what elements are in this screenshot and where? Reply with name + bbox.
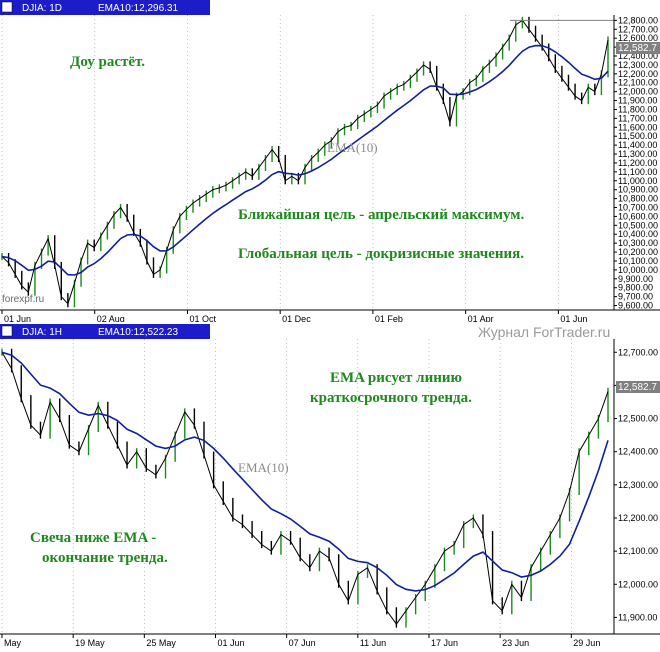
top-y-axis-ticks: 12,800.0012,700.0012,600.0012,500.0012,4… (614, 15, 658, 311)
annotation-near-target: Ближайшая цель - апрельский максимум. (238, 207, 525, 223)
bottom-plot-area (1, 348, 609, 628)
bottom-header-symbol: DJIA: 1H (22, 327, 62, 338)
top-y-tick-label: 10,800.00 (618, 194, 658, 204)
annotation-ema-draws-2: краткосрочного тренда. (310, 390, 472, 406)
top-x-tick-label: 01 Jun (560, 314, 587, 324)
bottom-last-price-label: 12,582.7 (618, 382, 657, 393)
top-y-tick-label: 12,300.00 (618, 60, 658, 70)
bottom-header-indicator: EMA10:12,522.23 (98, 327, 178, 338)
top-y-tick-label: 12,000.00 (618, 87, 658, 97)
bottom-y-tick-label: 12,100.00 (618, 546, 658, 556)
bottom-x-tick-label: 23 Jun (502, 638, 529, 648)
bottom-x-tick-label: 29 Jun (573, 638, 600, 648)
top-x-tick-label: 01 Oct (189, 314, 216, 324)
annotation-dow-rising: Доу растёт. (70, 54, 145, 70)
top-y-tick-label: 12,800.00 (618, 15, 658, 25)
top-y-tick-label: 11,800.00 (618, 104, 657, 114)
top-y-tick-label: 12,200.00 (618, 69, 658, 79)
top-y-tick-label: 9,900.00 (618, 274, 653, 284)
top-header-bar (0, 0, 210, 15)
top-y-tick-label: 12,400.00 (618, 51, 658, 61)
top-y-tick-label: 10,500.00 (618, 220, 658, 230)
top-y-tick-label: 10,900.00 (618, 185, 658, 195)
top-y-tick-label: 11,600.00 (618, 122, 657, 132)
top-y-tick-label: 11,300.00 (618, 149, 657, 159)
bottom-x-tick-label: 07 Jun (289, 638, 316, 648)
top-x-tick-label: 01 Apr (468, 314, 494, 324)
top-y-tick-label: 9,800.00 (618, 283, 653, 293)
top-x-tick-label: 01 Jun (4, 314, 31, 324)
top-ema-label: EMA(10) (327, 140, 378, 155)
bottom-header-bar (0, 324, 210, 339)
top-header-symbol: DJIA: 1D (22, 3, 62, 14)
bottom-y-tick-label: 12,200.00 (618, 513, 658, 523)
top-y-tick-label: 10,200.00 (618, 247, 658, 257)
bottom-ema-label: EMA(10) (238, 460, 289, 475)
top-x-axis-ticks: 01 Jun 02 Aug 01 Oct 01 Dec 01 Feb 01 Apr 01 J… (1, 310, 587, 324)
bottom-last-price-badge: 12,582.7 (616, 381, 660, 393)
bottom-y-tick-label: 12,400.00 (618, 447, 658, 457)
top-y-tick-label: 11,200.00 (618, 158, 657, 168)
bottom-y-tick-label: 12,000.00 (618, 579, 658, 589)
top-y-tick-label: 11,500.00 (618, 131, 657, 141)
top-y-tick-label: 11,900.00 (618, 96, 657, 106)
bottom-y-tick-label: 12,300.00 (618, 480, 658, 490)
top-y-tick-label: 11,100.00 (618, 167, 657, 177)
top-y-tick-label: 12,100.00 (618, 78, 658, 88)
bottom-ema-line (1, 351, 609, 592)
top-y-tick-label: 10,000.00 (618, 265, 658, 275)
bottom-x-tick-label: 19 May (75, 638, 105, 648)
bottom-x-tick-label: 01 Jun (217, 638, 244, 648)
top-y-tick-label: 11,700.00 (618, 113, 657, 123)
bottom-x-axis-ticks: May 19 May 25 May 01 Jun 07 Jun 11 Jun 17 Jun 2… (1, 634, 600, 648)
top-y-tick-label: 10,300.00 (618, 238, 658, 248)
bottom-y-tick-label: 11,900.00 (618, 612, 657, 622)
top-y-tick-label: 10,700.00 (618, 203, 658, 213)
top-y-tick-label: 9,700.00 (618, 292, 653, 302)
bottom-y-tick-label: 12,700.00 (618, 347, 658, 357)
bottom-x-tick-label: 11 Jun (360, 638, 386, 648)
top-x-tick-label: 02 Aug (97, 314, 125, 324)
top-y-tick-label: 11,400.00 (618, 140, 657, 150)
annotation-global-target: Глобальная цель - докризисные значения. (238, 246, 524, 262)
top-panel-close-icon[interactable] (1, 1, 13, 13)
top-plot-area (1, 16, 614, 308)
watermark-fortrader: Журнал ForTrader.ru (478, 324, 610, 340)
bottom-x-tick-label: May (4, 638, 22, 648)
bottom-panel-close-icon[interactable] (1, 325, 13, 337)
top-last-price-badge: 12,582.7 (616, 42, 660, 54)
annotation-ema-draws-1: EMA рисует линию (330, 370, 462, 386)
top-panel-bg (0, 0, 660, 312)
top-ema-line (1, 44, 609, 276)
annotation-candle-below-1: Свеча ниже EMA - (30, 530, 156, 546)
bottom-panel: DJIA: 1H EMA10:12,522.23 12,700.0012,600… (0, 322, 660, 652)
top-header-indicator: EMA10:12,296.31 (98, 3, 178, 14)
top-last-price-label: 12,582.7 (618, 43, 657, 54)
top-y-tick-label: 9,600.00 (618, 301, 653, 311)
top-panel: DJIA: 1D EMA10:12,296.31 12,800.0012,700… (0, 0, 660, 324)
watermark-forexpf: forexpf.ru (2, 294, 44, 305)
top-y-tick-label: 10,400.00 (618, 229, 658, 239)
bottom-x-tick-label: 25 May (146, 638, 176, 648)
bottom-panel-bg (0, 322, 660, 652)
top-y-tick-label: 12,600.00 (618, 33, 658, 43)
top-y-tick-label: 11,000.00 (618, 176, 657, 186)
top-x-tick-label: 01 Dec (282, 314, 311, 324)
bottom-x-tick-label: 17 Jun (431, 638, 458, 648)
top-x-tick-label: 01 Feb (375, 314, 403, 324)
top-price-line (1, 19, 609, 305)
annotation-candle-below-2: окончание тренда. (42, 550, 168, 566)
top-y-tick-label: 10,100.00 (618, 256, 658, 266)
top-y-tick-label: 12,700.00 (618, 24, 658, 34)
bottom-y-tick-label: 12,500.00 (618, 414, 658, 424)
top-y-tick-label: 10,600.00 (618, 211, 658, 221)
